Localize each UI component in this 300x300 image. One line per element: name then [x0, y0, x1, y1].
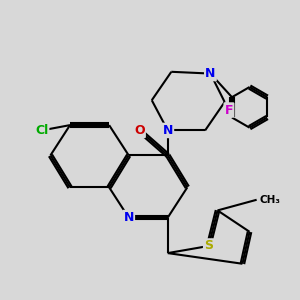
Text: O: O	[134, 124, 145, 137]
Text: N: N	[205, 67, 216, 80]
Text: N: N	[124, 211, 134, 224]
Text: CH₃: CH₃	[260, 195, 280, 205]
Text: Cl: Cl	[35, 124, 48, 137]
Text: F: F	[225, 103, 233, 116]
Text: S: S	[204, 239, 213, 253]
Text: N: N	[163, 124, 173, 137]
